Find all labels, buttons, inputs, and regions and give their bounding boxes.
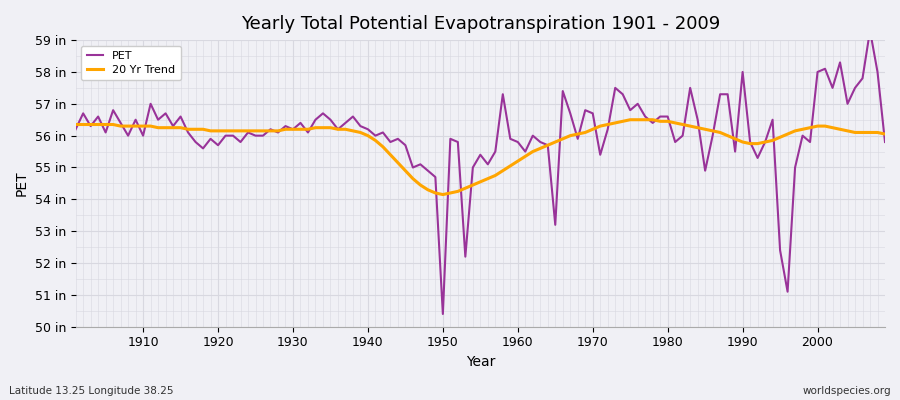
20 Yr Trend (879, 132, 890, 136)
Line: PET: PET (76, 30, 885, 314)
PET (70, 127, 81, 132)
Line: 20 Yr Trend: 20 Yr Trend (76, 120, 885, 194)
20 Yr Trend (520, 154, 531, 159)
PET (295, 120, 306, 125)
Text: Latitude 13.25 Longitude 38.25: Latitude 13.25 Longitude 38.25 (9, 386, 174, 396)
Y-axis label: PET: PET (15, 171, 29, 196)
PET (437, 312, 448, 316)
Text: worldspecies.org: worldspecies.org (803, 386, 891, 396)
PET (879, 140, 890, 144)
20 Yr Trend (340, 127, 351, 132)
X-axis label: Year: Year (465, 355, 495, 369)
20 Yr Trend (512, 159, 523, 164)
PET (520, 149, 531, 154)
PET (512, 140, 523, 144)
20 Yr Trend (295, 127, 306, 132)
Title: Yearly Total Potential Evapotranspiration 1901 - 2009: Yearly Total Potential Evapotranspiratio… (240, 15, 720, 33)
PET (610, 86, 621, 90)
20 Yr Trend (625, 117, 635, 122)
PET (130, 117, 141, 122)
20 Yr Trend (610, 120, 621, 125)
PET (340, 120, 351, 125)
PET (865, 28, 876, 33)
20 Yr Trend (130, 124, 141, 128)
20 Yr Trend (437, 192, 448, 197)
Legend: PET, 20 Yr Trend: PET, 20 Yr Trend (81, 46, 181, 80)
20 Yr Trend (70, 122, 81, 127)
